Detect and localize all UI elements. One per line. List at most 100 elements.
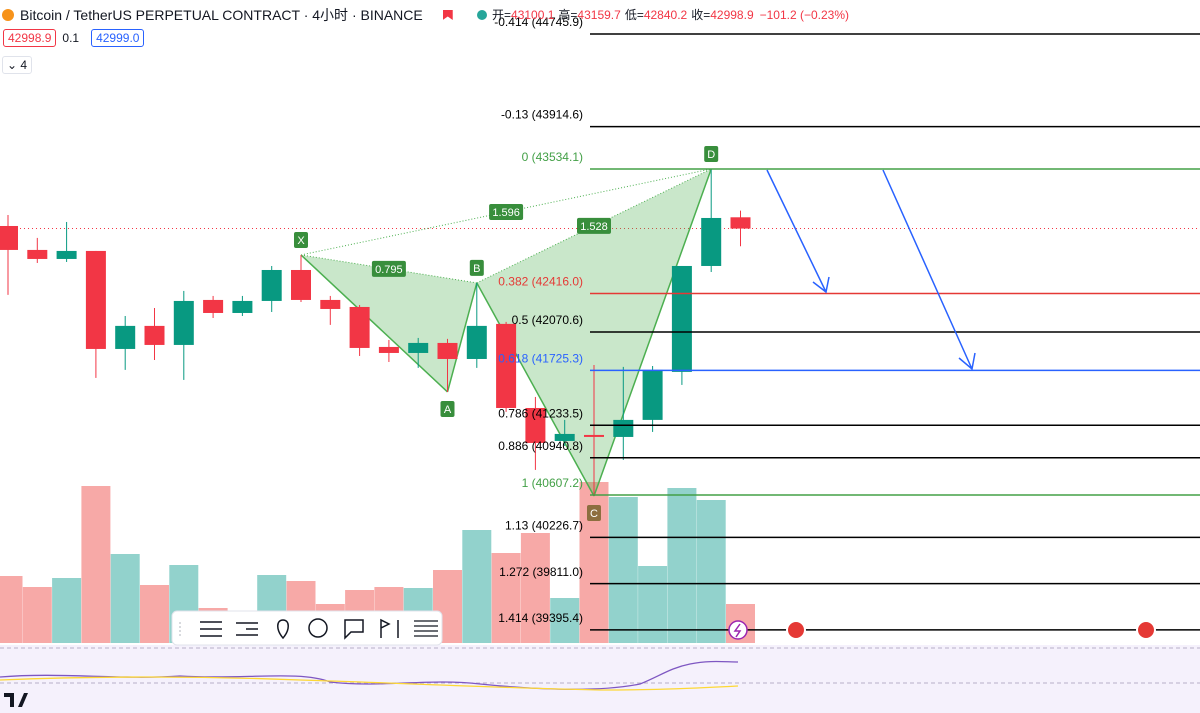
candle-body	[232, 300, 253, 313]
volume-bar	[550, 598, 580, 643]
ratio-box	[489, 203, 524, 220]
volume-bar	[110, 554, 140, 643]
point-label: X	[297, 235, 305, 247]
volume-bar	[52, 578, 82, 643]
fib-label: 1.272 (39811.0)	[499, 565, 583, 579]
ohlc-value: 43100.1	[511, 7, 555, 22]
logo	[4, 693, 28, 707]
indicator-panel	[0, 645, 1200, 713]
ohlc-value: 43159.7	[577, 7, 621, 22]
spread: 0.1	[62, 31, 80, 45]
pattern-leg	[476, 282, 595, 497]
fib-label: 0.618 (41725.3)	[498, 352, 583, 366]
candle-body	[584, 434, 604, 437]
point-box	[587, 504, 601, 521]
toolbar	[171, 610, 443, 646]
point-box	[440, 400, 455, 417]
interval-row: ⌄ 4	[2, 56, 33, 74]
pattern-leg	[446, 282, 478, 393]
pattern-area	[301, 254, 477, 392]
point-label: B	[473, 263, 480, 275]
tool-icon[interactable]	[277, 619, 289, 640]
pattern-leg	[300, 254, 449, 393]
tool-icon[interactable]	[236, 622, 258, 636]
tool-icon[interactable]	[200, 621, 222, 637]
candle-body	[56, 250, 77, 259]
candle-body	[349, 306, 370, 348]
plot: -0.414 (44745.9) -0.13 (43914.6) 0 (43534.…	[0, 15, 1200, 643]
volume-bar	[140, 585, 169, 643]
indicator-signal	[0, 676, 739, 691]
fib-label: 0.5 (42070.6)	[512, 313, 583, 327]
event-icon[interactable]	[786, 620, 806, 640]
candle-body	[613, 419, 634, 437]
point-box	[704, 145, 719, 162]
candle-body	[173, 300, 194, 345]
ratio-line	[300, 168, 712, 256]
ratio-label: 0.795	[375, 264, 403, 276]
ratio-label: 1.596	[492, 207, 520, 219]
fib-label: 1.13 (40226.7)	[505, 519, 583, 533]
volume-bar	[667, 488, 697, 643]
fib-label: -0.414 (44745.9)	[494, 15, 583, 29]
candle-body	[408, 342, 429, 353]
flag[interactable]	[442, 10, 453, 20]
collapse-button[interactable]: ⌄ 4	[2, 56, 33, 74]
tool-icon[interactable]	[414, 620, 438, 637]
point-label: D	[707, 149, 715, 161]
tool-icon[interactable]	[308, 618, 328, 638]
fib-label: 1 (40607.2)	[522, 476, 583, 490]
candle-body	[496, 323, 517, 408]
ohlc-label: 开=	[492, 8, 512, 22]
volume-bar	[520, 533, 550, 643]
volume-bar	[696, 500, 726, 643]
interval-count: 4	[20, 58, 28, 72]
legend: Bitcoin / TetherUS PERPETUAL CONTRACT · …	[0, 0, 1200, 80]
toolbar-bg	[171, 610, 443, 646]
candle-body	[144, 325, 165, 345]
fib-label: 1.414 (39395.4)	[498, 611, 583, 625]
ohlc-value: 42998.9	[710, 7, 754, 22]
bid-badge[interactable]: 42998.9	[3, 29, 57, 47]
candle-body	[378, 346, 399, 353]
ohlc-label: 低=	[624, 8, 644, 22]
volume-bar	[22, 587, 52, 643]
candle-body	[203, 299, 224, 313]
candle-body	[291, 269, 311, 300]
point-box	[294, 231, 308, 248]
point-box	[469, 259, 484, 276]
arrow	[766, 169, 830, 294]
volume-bar	[462, 530, 492, 643]
event-icon[interactable]	[728, 620, 748, 640]
fib-label: 0.786 (41233.5)	[498, 406, 583, 420]
candle-body	[261, 269, 282, 301]
candle-body	[85, 250, 106, 349]
ratio-box	[371, 260, 406, 277]
ohlc-value: 42840.2	[643, 7, 688, 22]
coin-icon	[2, 9, 14, 21]
event-icon[interactable]	[1136, 620, 1156, 640]
fib-label: 0.886 (40940.8)	[498, 439, 583, 453]
volume-bar	[81, 486, 111, 643]
symbol: Bitcoin / TetherUS PERPETUAL CONTRACT · …	[20, 7, 423, 23]
ohlc-label: 高=	[558, 8, 578, 22]
candle-body	[642, 369, 663, 420]
symbol-row: Bitcoin / TetherUS PERPETUAL CONTRACT · …	[2, 5, 487, 25]
candle-body	[730, 217, 751, 229]
fib-label: -0.13 (43914.6)	[501, 108, 583, 122]
ask-badge[interactable]: 42999.0	[91, 29, 145, 47]
candle-body	[320, 299, 341, 309]
candle-body	[554, 433, 575, 441]
status-dot	[476, 10, 487, 20]
event-icon-glyph	[733, 623, 742, 638]
tool-icon[interactable]	[380, 618, 399, 638]
fib-label: 0 (43534.1)	[522, 150, 583, 164]
candle-body	[27, 249, 48, 259]
ohlc: 开= 43100.1 高= 43159.7 低= 42840.2 收= 42998.9 …	[492, 6, 849, 23]
tool-icon[interactable]	[344, 619, 364, 640]
point-label: A	[444, 404, 452, 416]
volume-bar	[491, 553, 521, 643]
volume-bar	[608, 497, 638, 643]
